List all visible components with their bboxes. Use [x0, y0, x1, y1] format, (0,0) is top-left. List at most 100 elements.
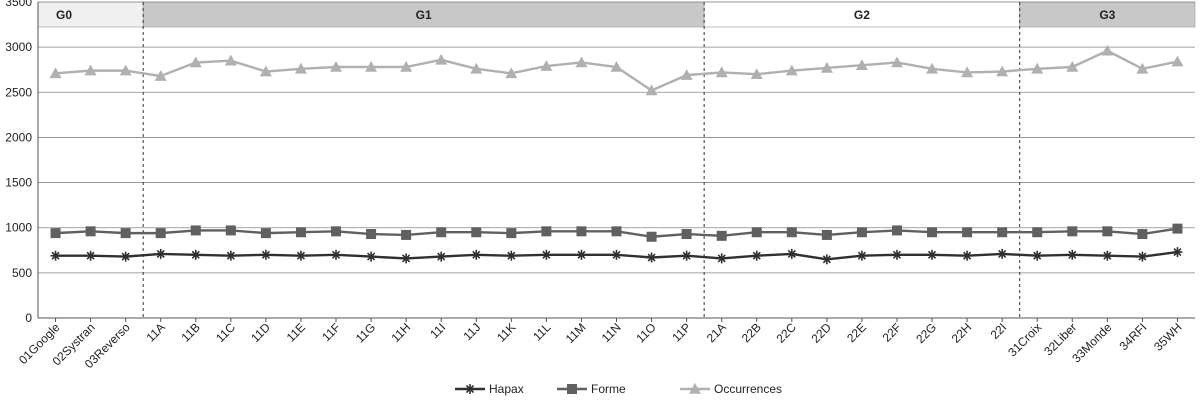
data-point-forme	[646, 231, 657, 242]
data-point-forme	[541, 226, 552, 237]
data-point-hapax	[646, 252, 657, 263]
data-point-occurrences	[926, 62, 939, 74]
data-point-forme	[681, 229, 692, 240]
axes	[37, 2, 1195, 319]
data-point-forme	[611, 226, 622, 237]
x-tick-label: 11N	[599, 320, 624, 345]
data-point-hapax	[331, 249, 342, 260]
data-point-forme	[85, 226, 96, 237]
data-point-occurrences	[1066, 61, 1079, 72]
x-tick-label: 22E	[844, 320, 869, 345]
x-tick-label: 31Croix	[1005, 320, 1044, 359]
data-point-forme	[962, 227, 973, 238]
data-point-hapax	[541, 249, 552, 260]
data-point-hapax	[190, 249, 201, 260]
y-axis-ticks: 0 500 1000 1500 2000 2500 3000 3500	[5, 0, 32, 325]
data-point-forme	[190, 225, 201, 236]
data-point-forme	[716, 230, 727, 241]
group-label-g2: G2	[854, 8, 870, 22]
data-point-hapax	[716, 253, 727, 264]
group-label-g3: G3	[1099, 8, 1115, 22]
data-point-occurrences	[645, 84, 658, 96]
gridlines	[38, 1, 1195, 319]
group-band-g0	[37, 1, 144, 28]
data-point-hapax	[401, 253, 412, 264]
y-tick-label: 2000	[5, 130, 32, 144]
x-tick-label: 11K	[494, 320, 518, 344]
data-point-occurrences	[84, 64, 97, 76]
data-point-occurrences	[540, 60, 553, 71]
data-point-occurrences	[890, 56, 903, 68]
data-point-hapax	[821, 254, 832, 265]
x-tick-label: 11C	[213, 320, 238, 345]
data-point-forme	[786, 227, 797, 238]
data-point-hapax	[786, 248, 797, 259]
x-tick-label: 22F	[880, 320, 905, 345]
data-point-occurrences	[961, 66, 974, 78]
data-point-occurrences	[1031, 62, 1044, 74]
group-band-g2	[703, 1, 1020, 28]
data-point-occurrences	[435, 53, 448, 65]
data-point-forme	[891, 225, 902, 236]
x-tick-label: 11G	[353, 320, 378, 345]
data-point-occurrences	[119, 64, 132, 76]
data-point-forme	[1032, 227, 1043, 238]
data-point-occurrences	[505, 67, 518, 79]
x-tick-label: 22H	[949, 320, 974, 345]
data-point-hapax	[1032, 250, 1043, 261]
data-point-occurrences	[189, 56, 202, 68]
data-point-forme	[821, 229, 832, 240]
data-point-occurrences	[294, 62, 307, 74]
data-point-occurrences	[1171, 55, 1184, 67]
group-label-g0: G0	[56, 8, 72, 22]
legend-item-hapax: Hapax	[455, 382, 524, 396]
data-point-forme	[401, 229, 412, 240]
series-forme	[50, 223, 1183, 242]
data-point-hapax	[856, 250, 867, 261]
data-point-hapax	[120, 251, 131, 262]
x-tick-label: 11M	[563, 320, 589, 346]
data-point-forme	[436, 227, 447, 238]
x-tick-label: 34RFI	[1117, 320, 1150, 353]
data-point-occurrences	[680, 69, 693, 80]
data-point-hapax	[1067, 249, 1078, 260]
data-point-occurrences	[785, 64, 798, 76]
data-point-hapax	[576, 249, 587, 260]
data-point-forme	[295, 227, 306, 238]
y-tick-label: 3000	[5, 40, 32, 54]
x-tick-label: 22B	[739, 320, 764, 345]
data-point-forme	[1172, 223, 1183, 234]
data-point-occurrences	[1136, 62, 1149, 74]
data-point-occurrences	[855, 59, 868, 70]
x-tick-label: 11H	[388, 320, 413, 345]
data-point-hapax	[1102, 250, 1113, 261]
data-point-occurrences	[365, 61, 378, 72]
data-point-hapax	[436, 251, 447, 262]
legend-swatch-marker	[465, 384, 475, 394]
legend-swatch-marker	[689, 383, 701, 394]
data-point-hapax	[471, 249, 482, 260]
data-point-forme	[1102, 226, 1113, 237]
data-point-occurrences	[49, 67, 62, 79]
data-point-forme	[751, 227, 762, 238]
y-tick-label: 1000	[5, 221, 32, 235]
x-tick-label: 11F	[319, 320, 343, 344]
x-tick-label: 11P	[669, 320, 693, 344]
x-tick-label: 21A	[704, 320, 729, 345]
y-tick-label: 0	[25, 311, 32, 325]
data-point-occurrences	[154, 70, 167, 81]
group-bands: G0 G1 G2 G3	[37, 1, 1196, 28]
y-tick-label: 3500	[5, 0, 32, 9]
x-tick-label: 22G	[913, 320, 939, 346]
group-band-g1	[142, 1, 705, 28]
data-point-hapax	[155, 248, 166, 259]
data-point-hapax	[295, 250, 306, 261]
data-point-hapax	[611, 249, 622, 260]
x-tick-label: 22I	[988, 320, 1010, 342]
x-tick-label: 22C	[773, 320, 799, 346]
series-occurrences	[49, 44, 1184, 96]
data-point-forme	[225, 225, 236, 236]
data-point-hapax	[997, 248, 1008, 259]
